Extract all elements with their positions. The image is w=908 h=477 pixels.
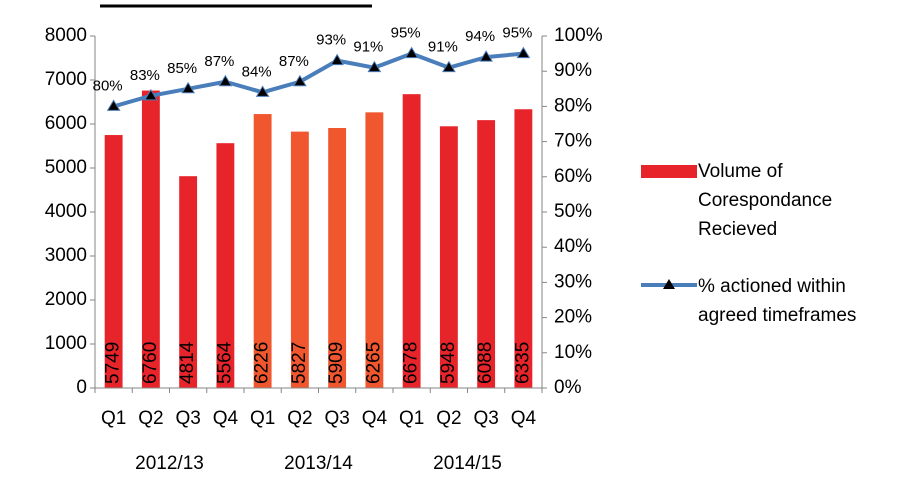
bar-value-label: 6088	[475, 342, 496, 384]
year-group-label: 2013/14	[284, 453, 353, 474]
bar	[365, 112, 384, 388]
bar-value-label: 5909	[326, 342, 347, 384]
bar-value-label: 5749	[103, 342, 124, 384]
x-tick-label: Q3	[175, 408, 200, 429]
x-tick-label: Q2	[287, 408, 312, 429]
legend-label-actioned: % actioned within agreed timeframes	[698, 276, 856, 326]
line-point-marker	[404, 46, 419, 59]
left-tick-label: 3000	[45, 245, 87, 266]
line-point-marker	[330, 53, 345, 66]
legend-label-line: Corespondance	[698, 190, 832, 211]
bar	[514, 109, 533, 388]
line-value-label: 84%	[242, 63, 272, 80]
x-tick-label: Q2	[436, 408, 461, 429]
right-tick-label: 90%	[554, 60, 592, 81]
line-point-marker	[292, 74, 307, 87]
bar-value-label: 6226	[252, 342, 273, 384]
right-tick-label: 20%	[554, 307, 592, 328]
bar-value-label: 4814	[177, 341, 198, 384]
line-value-label: 95%	[502, 25, 532, 42]
left-tick-label: 5000	[45, 157, 87, 178]
right-tick-label: 10%	[554, 342, 592, 363]
x-tick-label: Q3	[473, 408, 498, 429]
legend-label-line: Volume of	[698, 161, 783, 182]
left-tick-label: 2000	[45, 289, 87, 310]
left-tick-label: 1000	[45, 333, 87, 354]
bar	[439, 126, 458, 389]
legend-label-line: % actioned within	[698, 276, 846, 297]
line-value-label: 87%	[204, 53, 234, 70]
line-point-marker	[143, 88, 158, 101]
left-tick-label: 8000	[45, 25, 87, 46]
line-point-marker	[255, 85, 270, 97]
bar	[290, 131, 309, 388]
line-value-label: 95%	[391, 25, 421, 42]
line-value-label: 93%	[316, 32, 346, 49]
bar	[179, 176, 198, 388]
x-tick-label: Q4	[213, 408, 239, 429]
bar-value-label: 5948	[438, 342, 459, 384]
bar-value-label: 6678	[401, 342, 422, 384]
legend-swatch-marker	[663, 279, 675, 289]
line-point-marker	[367, 60, 382, 73]
line-value-label: 91%	[353, 39, 383, 56]
bar	[477, 120, 496, 389]
bar	[216, 143, 235, 388]
bar-value-label: 6265	[363, 342, 384, 384]
bar-value-label: 6760	[140, 342, 161, 384]
right-tick-label: 40%	[554, 236, 592, 257]
bar-series: 5749 6760 4814 5564 6226 5827 5909 6265 6678 5948…	[103, 90, 533, 389]
line-point-marker	[106, 99, 121, 111]
x-tick-label: Q4	[362, 408, 388, 429]
line-value-label: 87%	[279, 53, 309, 70]
left-tick-label: 4000	[45, 201, 87, 222]
line-value-label: 80%	[93, 77, 123, 94]
right-tick-label: 50%	[554, 201, 592, 222]
right-tick-label: 80%	[554, 95, 592, 116]
line-value-label: 91%	[428, 39, 458, 56]
line-point-marker	[516, 46, 531, 59]
bar-value-label: 5827	[289, 342, 310, 384]
left-tick-label: 0	[76, 377, 87, 398]
x-tick-label: Q1	[250, 408, 275, 429]
legend-swatch-bar	[641, 165, 697, 178]
bar-value-label: 5564	[214, 341, 235, 384]
legend: Volume of Corespondance Recieved % actioned…	[641, 161, 856, 326]
series-line	[113, 51, 524, 109]
right-tick-label: 100%	[554, 25, 603, 46]
left-tick-label: 7000	[45, 69, 87, 90]
x-tick-label: Q3	[324, 408, 349, 429]
legend-label-line: agreed timeframes	[698, 305, 856, 326]
line-value-label: 85%	[167, 60, 197, 77]
line-series: 80% 83% 85% 87% 84% 87% 93% 91% 95% 91% 94% 95%	[93, 25, 532, 111]
left-tick-label: 6000	[45, 113, 87, 134]
line-value-label: 94%	[465, 28, 495, 45]
line-point-marker	[181, 81, 196, 94]
right-tick-label: 30%	[554, 271, 592, 292]
bar	[104, 135, 123, 388]
line-point-marker	[479, 50, 494, 62]
x-tick-label: Q1	[101, 408, 126, 429]
right-tick-label: 0%	[554, 377, 582, 398]
bar-value-label: 6335	[512, 342, 533, 384]
line-value-label: 83%	[130, 67, 160, 84]
legend-label-line: Recieved	[698, 219, 777, 240]
axes: 0 1000 2000 3000 4000 5000 6000 7000 8000 0% 10% 20…	[45, 25, 603, 398]
bar	[253, 114, 272, 388]
x-tick-label: Q1	[399, 408, 424, 429]
year-group-label: 2014/15	[433, 453, 502, 474]
bar	[141, 90, 160, 388]
year-group-label: 2012/13	[135, 453, 204, 474]
category-labels: Q1 Q2 Q3 Q4 Q1 Q2 Q3 Q4 Q1 Q2 Q3 Q4 2012/13 2013/14 20…	[101, 408, 537, 474]
right-tick-label: 70%	[554, 131, 592, 152]
x-tick-label: Q2	[138, 408, 163, 429]
legend-label-volume: Volume of Corespondance Recieved	[698, 161, 832, 240]
bar	[328, 128, 347, 388]
bar	[402, 94, 421, 388]
x-tick-label: Q4	[511, 408, 537, 429]
line-point-marker	[441, 60, 456, 73]
right-tick-label: 60%	[554, 166, 592, 187]
line-point-marker	[218, 74, 233, 87]
